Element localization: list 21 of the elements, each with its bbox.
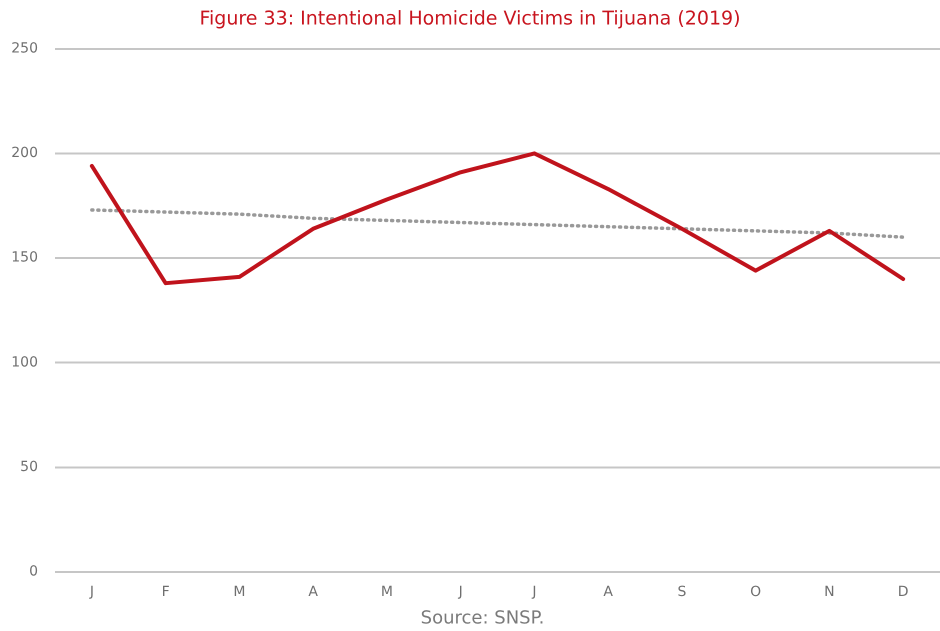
chart-title: Figure 33: Intentional Homicide Victims in Tijuana (2019) (199, 7, 741, 30)
x-tick-label: J (531, 584, 536, 600)
line-series (90, 208, 905, 239)
y-tick-label: 50 (20, 459, 38, 475)
x-tick-label: D (898, 584, 909, 600)
x-tick-label: J (88, 584, 94, 600)
y-tick-label: 150 (11, 250, 38, 266)
y-tick-label: 250 (11, 40, 38, 56)
x-tick-label: J (458, 584, 463, 600)
x-tick-label: M (380, 584, 393, 600)
x-tick-label: M (233, 584, 246, 600)
x-tick-label: O (750, 584, 762, 600)
y-tick-label: 100 (11, 354, 38, 370)
source-note: Source: SNSP. (420, 608, 544, 629)
y-tick-label: 0 (29, 564, 38, 580)
x-tick-label: A (603, 584, 614, 600)
x-tick-label: N (824, 584, 835, 600)
x-tick-label: A (308, 584, 318, 600)
y-tick-label: 200 (11, 145, 38, 162)
x-tick-label: S (677, 584, 686, 600)
x-tick-label: F (162, 584, 170, 600)
